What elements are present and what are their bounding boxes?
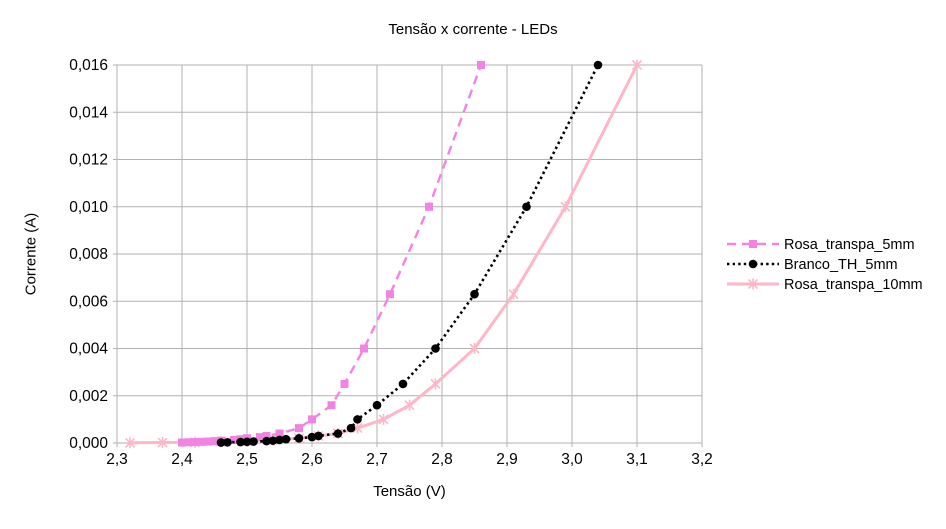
circle-marker (314, 431, 323, 441)
circle-marker (333, 429, 343, 438)
circle-marker (223, 437, 232, 447)
square-marker (308, 415, 316, 424)
x-marker (631, 59, 643, 71)
x-marker (469, 343, 480, 354)
x-tick-label: 2,7 (366, 451, 388, 468)
chart-title: Tensão x corrente - LEDs (388, 21, 558, 38)
x-tick-label: 2,8 (431, 451, 453, 468)
x-tick-label: 2,3 (106, 451, 128, 468)
y-tick-label: 0,014 (69, 104, 108, 121)
circle-marker (346, 423, 356, 433)
square-marker (360, 344, 368, 353)
square-marker (425, 202, 433, 211)
square-marker (210, 437, 219, 446)
series-branco_th_5mm (216, 60, 603, 447)
x-tick-label: 3,0 (561, 451, 583, 468)
circle-marker (372, 400, 382, 410)
x-marker (508, 288, 519, 300)
circle-marker (262, 436, 271, 446)
circle-marker (268, 436, 278, 445)
y-tick-label: 0,012 (69, 152, 108, 169)
square-marker (197, 437, 206, 446)
y-tick-label: 0,000 (69, 435, 108, 452)
square-marker (230, 435, 238, 444)
grid-lines (113, 64, 703, 447)
x-tick-label: 2,6 (301, 451, 323, 468)
circle-marker (249, 437, 258, 446)
square-marker (327, 401, 336, 410)
circle-marker (593, 60, 603, 70)
circle-marker (748, 259, 758, 269)
legend-item-branco_th_5mm: Branco_TH_5mm (727, 257, 898, 273)
square-marker (262, 431, 271, 440)
square-marker (477, 61, 485, 69)
legend-label: Rosa_transpa_5mm (784, 237, 915, 253)
square-marker (204, 437, 212, 446)
y-tick-label: 0,008 (69, 246, 108, 263)
circle-marker (275, 435, 284, 445)
y-axis-title: Corrente (A) (22, 212, 40, 296)
circle-marker (307, 432, 317, 442)
x-tick-label: 2,5 (236, 451, 258, 468)
x-tick-label: 3,2 (691, 451, 713, 468)
x-marker (560, 201, 571, 213)
y-tick-label: 0,016 (69, 57, 108, 74)
circle-marker (522, 202, 531, 212)
x-tick-label: 3,1 (626, 451, 648, 468)
y-tick-label: 0,004 (69, 341, 108, 358)
tick-labels: 2,3 2,4 2,5 2,6 2,7 2,8 2,9 3,0 3,1 3,2 0,000 0,002… (69, 57, 713, 468)
legend: Rosa_transpa_5mm Branco_TH_5mm Rosa_transp… (727, 237, 923, 293)
legend-item-rosa_transpa_10mm: Rosa_transpa_10mm (727, 277, 923, 293)
square-marker (178, 438, 186, 447)
x-marker (378, 413, 389, 425)
circle-marker (281, 434, 291, 444)
circle-marker (216, 438, 226, 447)
square-marker (340, 379, 349, 388)
x-marker (124, 437, 136, 449)
y-tick-label: 0,010 (69, 199, 108, 216)
x-axis-title: Tensão (V) (373, 483, 446, 500)
circle-marker (236, 437, 245, 447)
circle-marker (294, 433, 304, 443)
legend-label: Branco_TH_5mm (784, 257, 898, 273)
legend-label: Rosa_transpa_10mm (784, 277, 923, 293)
square-marker (275, 429, 284, 438)
square-marker (295, 424, 303, 433)
x-marker (157, 437, 168, 449)
x-tick-label: 2,4 (171, 451, 193, 468)
x-marker (404, 399, 415, 411)
circle-marker (353, 415, 362, 424)
circle-marker (470, 289, 479, 299)
circle-marker (242, 437, 252, 447)
square-marker (256, 433, 264, 442)
square-marker (386, 290, 394, 299)
y-tick-label: 0,006 (69, 293, 108, 310)
x-tick-label: 2,9 (496, 451, 518, 468)
circle-marker (431, 344, 440, 353)
square-marker (749, 240, 757, 248)
circle-marker (398, 379, 408, 389)
square-marker (184, 438, 193, 447)
x-marker (430, 378, 441, 390)
x-marker (747, 278, 759, 290)
legend-item-rosa_transpa_5mm: Rosa_transpa_5mm (727, 237, 915, 253)
y-tick-label: 0,002 (69, 388, 108, 405)
square-marker (191, 438, 199, 447)
